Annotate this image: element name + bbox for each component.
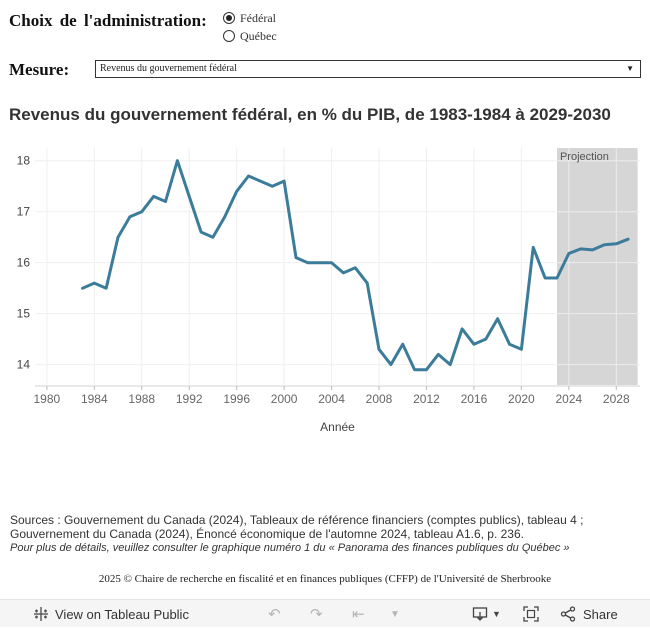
y-tick-label: 18 (17, 154, 31, 168)
x-tick-label: 2016 (461, 392, 488, 406)
tableau-toolbar: View on Tableau Public ↶ ↷ ⇤ ▼ ▼ Share (0, 599, 650, 627)
x-tick-label: 2012 (413, 392, 440, 406)
x-tick-label: 2000 (271, 392, 298, 406)
revert-icon[interactable]: ⇤ (352, 606, 365, 623)
sources-line-2: Gouvernement du Canada (2024), Énoncé éc… (10, 527, 524, 541)
share-button[interactable]: Share (560, 600, 618, 628)
x-tick-label: 2004 (318, 392, 345, 406)
chevron-down-icon[interactable]: ▼ (626, 64, 634, 73)
x-tick-label: 2024 (555, 392, 582, 406)
x-tick-label: 1984 (81, 392, 108, 406)
admin-radio-group: Fédéral Québec (223, 9, 277, 45)
radio-federal-circle[interactable] (223, 12, 235, 24)
y-tick-label: 15 (17, 307, 31, 321)
x-tick-label: 2020 (508, 392, 535, 406)
radio-federal-label: Fédéral (240, 10, 276, 25)
sources-block: Sources : Gouvernement du Canada (2024),… (10, 513, 583, 555)
view-on-tableau-label: View on Tableau Public (55, 606, 189, 622)
projection-region: Projection (556, 148, 638, 385)
radio-quebec[interactable]: Québec (223, 27, 277, 45)
measure-select[interactable]: Revenus du gouvernement fédéral ▼ (95, 60, 641, 78)
sources-line-1: Sources : Gouvernement du Canada (2024),… (10, 513, 584, 527)
fullscreen-glyph (523, 606, 539, 622)
radio-quebec-circle[interactable] (223, 30, 235, 42)
x-tick-label: 1996 (223, 392, 250, 406)
redo-icon[interactable]: ↷ (310, 606, 323, 623)
download-dropdown-icon: ▼ (492, 609, 501, 619)
radio-selected-dot (226, 15, 232, 21)
view-on-tableau-link[interactable]: View on Tableau Public (33, 600, 189, 628)
fullscreen-icon[interactable] (523, 600, 539, 628)
y-tick-label: 14 (17, 358, 31, 372)
radio-federal[interactable]: Fédéral (223, 9, 277, 27)
x-axis-title: Année (320, 420, 355, 434)
projection-band (556, 148, 638, 385)
x-tick-label: 2008 (366, 392, 393, 406)
radio-quebec-label: Québec (240, 28, 277, 43)
tableau-logo-icon (34, 607, 48, 621)
download-glyph (472, 607, 488, 621)
share-label: Share (583, 606, 618, 622)
revert-dropdown-icon[interactable]: ▼ (390, 608, 400, 620)
download-icon[interactable]: ▼ (472, 600, 501, 628)
y-tick-label: 17 (17, 205, 31, 219)
sources-line-3: Pour plus de détails, veuillez consulter… (10, 542, 570, 554)
chart-series[interactable] (81, 159, 630, 372)
x-tick-label: 2028 (603, 392, 630, 406)
series-line[interactable] (81, 159, 630, 372)
copyright-notice: 2025 © Chaire de recherche en fiscalité … (98, 573, 552, 585)
measure-label: Mesure: (9, 60, 70, 79)
y-tick-label: 16 (17, 256, 31, 270)
measure-select-value: Revenus du gouvernement fédéral (100, 63, 237, 74)
x-tick-label: 1992 (176, 392, 203, 406)
share-icon (560, 606, 576, 622)
x-tick-label: 1988 (128, 392, 155, 406)
x-tick-label: 1980 (34, 392, 61, 406)
admin-choice-label: Choix de l'administration: (9, 11, 207, 30)
line-chart: Projection 1980 1984 1988 1992 1996 2000 2004 2… (17, 148, 640, 434)
chart-axes: 1980 1984 1988 1992 1996 2000 2004 2008 2012 2016… (17, 154, 640, 434)
chart-title: Revenus du gouvernement fédéral, en % du… (9, 105, 611, 124)
undo-icon[interactable]: ↶ (268, 606, 281, 623)
projection-label: Projection (560, 151, 609, 163)
